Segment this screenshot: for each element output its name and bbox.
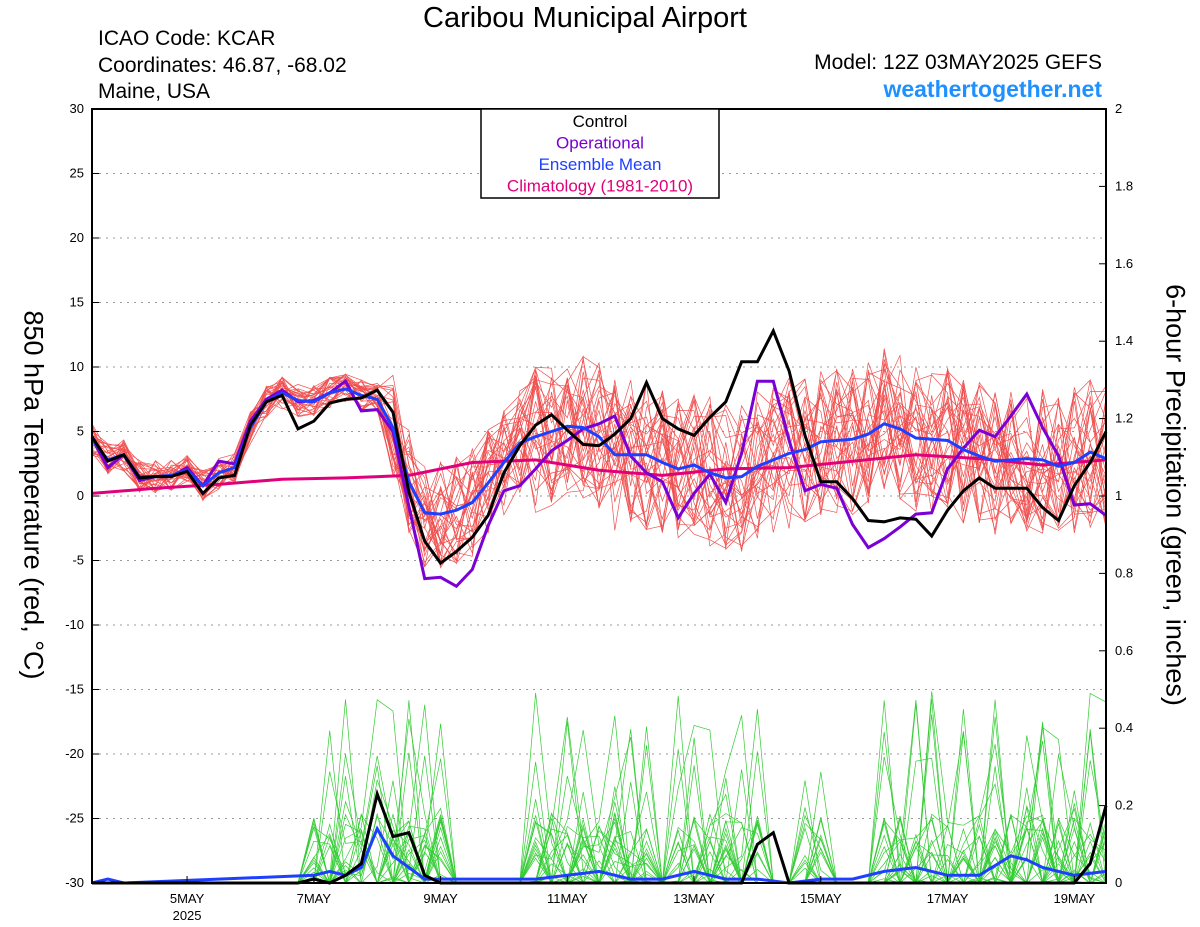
temp-members (91, 348, 1107, 569)
temp-member-line (91, 375, 1107, 564)
y-tick-label-right: 0 (1115, 875, 1122, 890)
legend-entry: Ensemble Mean (539, 155, 662, 174)
y-tick-label-left: -10 (65, 617, 84, 632)
legend: Control Operational Ensemble Mean Climatolo… (480, 108, 720, 199)
y-tick-label-left: -5 (72, 553, 84, 568)
x-tick-label: 17MAY (927, 891, 969, 906)
temp-member-line (91, 377, 1107, 551)
precip-members (107, 691, 1107, 885)
temp-member-line (91, 368, 1107, 564)
y-tick-label-left: 25 (70, 166, 84, 181)
temp-member-line (91, 369, 1107, 564)
coordinates: Coordinates: 46.87, -68.02 (98, 54, 347, 77)
y-tick-label-right: 2 (1115, 101, 1122, 116)
site-link[interactable]: weathertogether.net (883, 76, 1102, 102)
y-tick-label-left: 10 (70, 359, 84, 374)
temp-member-line (91, 373, 1107, 550)
legend-entry: Control (573, 112, 628, 131)
y-tick-label-right: 0.4 (1115, 720, 1133, 735)
precip-member-line (107, 709, 1106, 885)
legend-box (480, 108, 720, 199)
y-tick-label-right: 1.4 (1115, 333, 1133, 348)
y-tick-label-left: 5 (77, 424, 84, 439)
y-tick-label-right: 1.8 (1115, 178, 1133, 193)
temp-member-line (91, 366, 1107, 557)
precip-ensemble-mean-line (91, 825, 1107, 885)
temp-operational-line (90, 378, 1107, 589)
x-ticks: 5MAY 2025 7MAY 9MAY 11MAY 13MAY 15MAY 17MAY 19MA… (170, 876, 1095, 923)
y-tick-label-left: 0 (77, 488, 84, 503)
y-ticks-left: 30 25 20 15 10 5 0 -5 -10 -15 -20 -25 -30 (65, 101, 99, 890)
temp-control-line (90, 327, 1108, 566)
y-tick-label-right: 0.6 (1115, 643, 1133, 658)
y-tick-label-right: 1 (1115, 488, 1122, 503)
climatology-line (91, 453, 1107, 495)
y-tick-label-right: 0.8 (1115, 565, 1133, 580)
y-tick-label-right: 1.6 (1115, 256, 1133, 271)
model-run: Model: 12Z 03MAY2025 GEFS (814, 51, 1102, 74)
y-tick-label-left: -20 (65, 746, 84, 761)
legend-entry: Climatology (1981-2010) (507, 177, 693, 196)
y-ticks-right: 2 1.8 1.6 1.4 1.2 1 0.8 0.6 0.4 0.2 0 (1099, 101, 1133, 890)
x-tick-label: 19MAY (1053, 891, 1095, 906)
y-tick-label-right: 1.2 (1115, 411, 1133, 426)
region: Maine, USA (98, 80, 211, 103)
y-tick-label-left: 30 (70, 101, 84, 116)
y-tick-label-left: -25 (65, 811, 84, 826)
x-tick-sublabel: 2025 (173, 908, 202, 923)
x-tick-label: 13MAY (673, 891, 715, 906)
precip-member-line (107, 721, 1107, 885)
x-tick-label: 15MAY (800, 891, 842, 906)
chart-title: Caribou Municipal Airport (423, 2, 747, 34)
y-tick-label-left: -30 (65, 875, 84, 890)
x-tick-label: 9MAY (423, 891, 458, 906)
legend-entry: Operational (556, 134, 644, 153)
precip-member-line (107, 725, 1106, 884)
y-tick-label-left: 15 (70, 295, 84, 310)
y-tick-label-left: -15 (65, 682, 84, 697)
y-tick-label-right: 0.2 (1115, 798, 1133, 813)
x-tick-label: 5MAY (170, 891, 205, 906)
x-tick-label: 7MAY (297, 891, 332, 906)
precip-member-line (107, 779, 1106, 885)
icao-code: ICAO Code: KCAR (98, 27, 276, 50)
x-tick-label: 11MAY (547, 891, 588, 906)
y-tick-label-left: 20 (70, 230, 84, 245)
temp-member-line (91, 376, 1107, 533)
grid (92, 173, 1106, 819)
